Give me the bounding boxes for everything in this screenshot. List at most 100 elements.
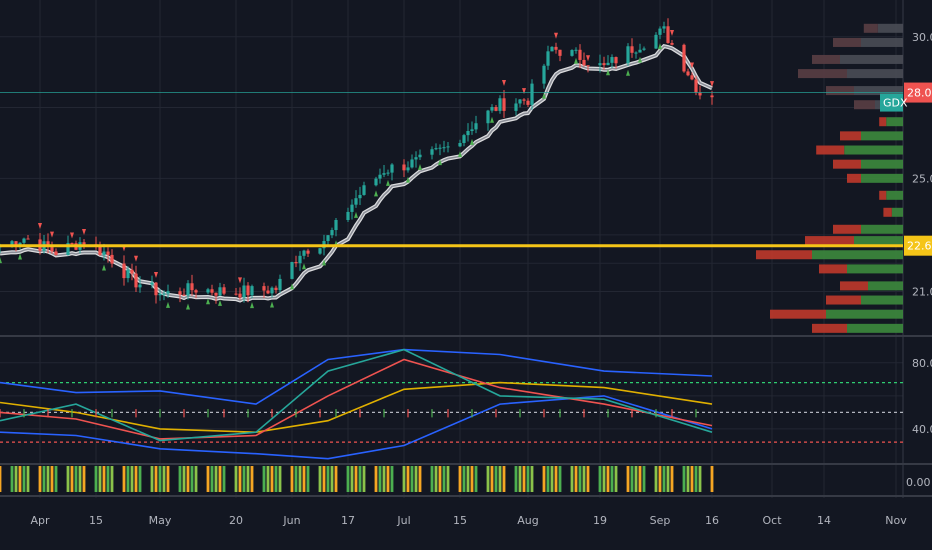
sell-marker [134, 255, 138, 262]
last-price-badge-text: 28.03 [907, 87, 932, 100]
histogram-bar [158, 466, 162, 492]
candle-body [458, 143, 462, 147]
histogram-bar [446, 466, 450, 492]
histogram-bar [246, 466, 250, 492]
histogram-bar [94, 466, 98, 492]
histogram-bar [686, 466, 690, 492]
histogram-bar [178, 466, 182, 492]
candle-body [586, 65, 590, 67]
histogram-bar [414, 466, 418, 492]
histogram-bar [14, 466, 18, 492]
buy-marker [638, 56, 642, 63]
histogram-bar [182, 466, 186, 492]
histogram-bar [442, 466, 446, 492]
candle-body [158, 293, 162, 296]
histogram-bar [698, 466, 702, 492]
histogram-bar [654, 466, 658, 492]
histogram-bar [218, 466, 222, 492]
volume-profile-up-bar [886, 117, 903, 127]
histogram-bar [418, 466, 422, 492]
histogram-bar [274, 466, 278, 492]
candle-body [218, 287, 222, 296]
volume-profile-up-bar [847, 69, 903, 79]
volume-profile-up-bar [891, 207, 903, 217]
histogram-bar [542, 466, 546, 492]
oscillator-series-line [0, 348, 713, 405]
histogram-bar [402, 466, 406, 492]
histogram-bar [78, 466, 82, 492]
candle-body [634, 52, 638, 54]
x-tick-label: May [149, 514, 172, 527]
histogram-bar [150, 466, 154, 492]
histogram-bar [222, 466, 226, 492]
volume-profile-up-bar [840, 54, 903, 64]
buy-marker [374, 190, 378, 197]
buy-marker [574, 57, 578, 64]
candle-body [134, 273, 138, 288]
volume-profile-down-bar [879, 190, 887, 200]
x-tick-label: 19 [593, 514, 607, 527]
candle-body [346, 211, 350, 220]
histogram-bar [466, 466, 470, 492]
histogram-bar [346, 466, 350, 492]
price-tick-label: 25.00 [912, 172, 932, 185]
symbol-badge [880, 93, 903, 112]
x-tick-label: Oct [762, 514, 782, 527]
candle-body [462, 135, 466, 144]
histogram-bar [582, 466, 586, 492]
candle-body [682, 44, 686, 72]
histogram-bar [374, 466, 378, 492]
candle-body [438, 147, 442, 149]
histogram-bar [694, 466, 698, 492]
symbol-badge-text: GDX [883, 97, 908, 110]
candle-body [518, 99, 522, 104]
histogram-bar [390, 466, 394, 492]
volume-profile-down-bar [812, 54, 840, 64]
candle-body [234, 293, 238, 295]
histogram-bar [382, 466, 386, 492]
buy-marker [270, 301, 274, 308]
histogram-bar [54, 466, 58, 492]
histogram-bar [186, 466, 190, 492]
sell-marker [38, 223, 42, 230]
buy-marker [290, 283, 294, 290]
histogram-bar [614, 466, 618, 492]
histogram-bar [322, 466, 326, 492]
candle-body [10, 241, 14, 247]
oscillator-series-line [0, 395, 713, 460]
volume-profile-up-bar [854, 86, 903, 96]
sell-marker [70, 232, 74, 239]
histogram-bar [690, 466, 694, 492]
candle-body [606, 62, 610, 66]
candle-body [26, 238, 30, 240]
histogram-bar [130, 466, 134, 492]
candle-body [162, 293, 166, 295]
candle-body [66, 243, 70, 255]
volume-profile-down-bar [847, 173, 861, 183]
histogram-bar [190, 466, 194, 492]
buy-marker [206, 298, 210, 305]
candle-body [382, 173, 386, 175]
candle-body [238, 293, 242, 298]
histogram-bar [166, 466, 170, 492]
histogram-bar [598, 466, 602, 492]
volume-profile-down-bar [879, 117, 887, 127]
histogram-bar [194, 466, 198, 492]
candle-body [306, 250, 310, 254]
histogram-bar [490, 466, 494, 492]
x-tick-label: Apr [30, 514, 50, 527]
volume-profile-up-bar [861, 295, 903, 305]
oscillator-series-line [0, 348, 713, 442]
candle-body [110, 254, 114, 264]
candle-body [82, 242, 86, 245]
volume-profile-up-bar [886, 190, 903, 200]
histogram-bar [626, 466, 630, 492]
candle-body [250, 286, 254, 296]
histogram-bar [134, 466, 138, 492]
histogram-bar [550, 466, 554, 492]
candle-body [578, 49, 582, 60]
histogram-bar [102, 466, 106, 492]
histogram-bar [42, 466, 46, 492]
